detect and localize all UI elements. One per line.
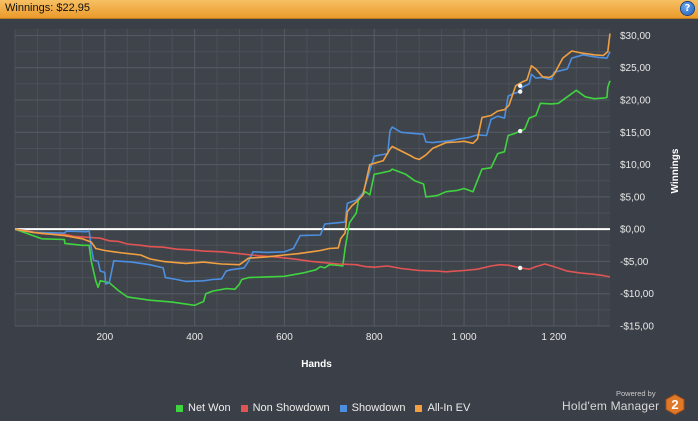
y-tick-label: -$5,00: [620, 257, 649, 268]
y-tick-label: $5,00: [620, 192, 645, 203]
legend-swatch-net-won: [176, 404, 183, 412]
y-axis-title: Winnings: [670, 148, 681, 193]
legend-swatch-showdown: [339, 404, 347, 412]
y-tick-label: -$10,00: [620, 289, 654, 300]
powered-by-text: Powered by: [616, 389, 656, 398]
chart-title: Winnings: $22,95: [5, 2, 90, 14]
legend-item-showdown[interactable]: Showdown: [339, 402, 406, 414]
y-tick-label: $30,00: [620, 31, 651, 42]
help-icon[interactable]: ?: [681, 2, 694, 15]
x-tick-label: 800: [366, 332, 383, 343]
logo-number: 2: [671, 397, 678, 412]
x-tick-label: 200: [96, 332, 113, 343]
x-tick-label: 400: [186, 332, 203, 343]
y-tick-label: $25,00: [620, 63, 651, 74]
legend-item-non-showdown[interactable]: Non Showdown: [240, 402, 330, 414]
series-line-all-in-ev: [14, 33, 611, 266]
y-tick-label: $15,00: [620, 128, 651, 139]
x-axis-title: Hands: [301, 359, 332, 370]
plot-area: [15, 29, 610, 326]
legend-item-all-in-ev[interactable]: All-In EV: [415, 402, 470, 414]
y-tick-label: $10,00: [620, 160, 651, 171]
chart-svg: 200 400 600 800 1 000 1 200 -$15,00 -$10,00 -$5,…: [14, 29, 681, 370]
legend-swatch-all-in-ev: [415, 404, 423, 412]
x-tick-label: 600: [276, 332, 293, 343]
chart-legend: Net Won Non Showdown Showdown All-In EV: [176, 402, 480, 414]
winnings-chart: 200 400 600 800 1 000 1 200 -$15,00 -$10,00 -$5,…: [0, 19, 698, 421]
legend-label-non-showdown: Non Showdown: [252, 402, 330, 414]
series-line-non-showdown: [14, 228, 611, 278]
x-tick-label: 1 000: [452, 332, 477, 343]
powered-by-brand: Powered by Hold'em Manager 2: [562, 389, 692, 417]
marker-net-won: [517, 128, 523, 134]
brand-name: Hold'em Manager: [562, 399, 660, 413]
legend-label-all-in-ev: All-In EV: [427, 402, 471, 414]
y-tick-label: $20,00: [620, 96, 651, 107]
marker-showdown: [517, 89, 523, 94]
y-tick-label: -$15,00: [620, 322, 654, 333]
x-tick-label: 1 200: [541, 332, 566, 343]
title-bar: Winnings: $22,95 ?: [0, 0, 698, 19]
legend-swatch-non-showdown: [240, 404, 248, 412]
y-tick-label: $0,00: [620, 225, 645, 236]
hem2-logo-icon: 2: [665, 394, 685, 415]
series-line-showdown: [14, 51, 611, 285]
legend-label-net-won: Net Won: [188, 402, 231, 414]
legend-item-net-won[interactable]: Net Won: [176, 402, 231, 414]
marker-non-showdown: [517, 265, 523, 271]
series-line-net-won: [14, 80, 611, 307]
marker-all-in-ev: [517, 83, 523, 89]
legend-label-showdown: Showdown: [351, 402, 406, 414]
